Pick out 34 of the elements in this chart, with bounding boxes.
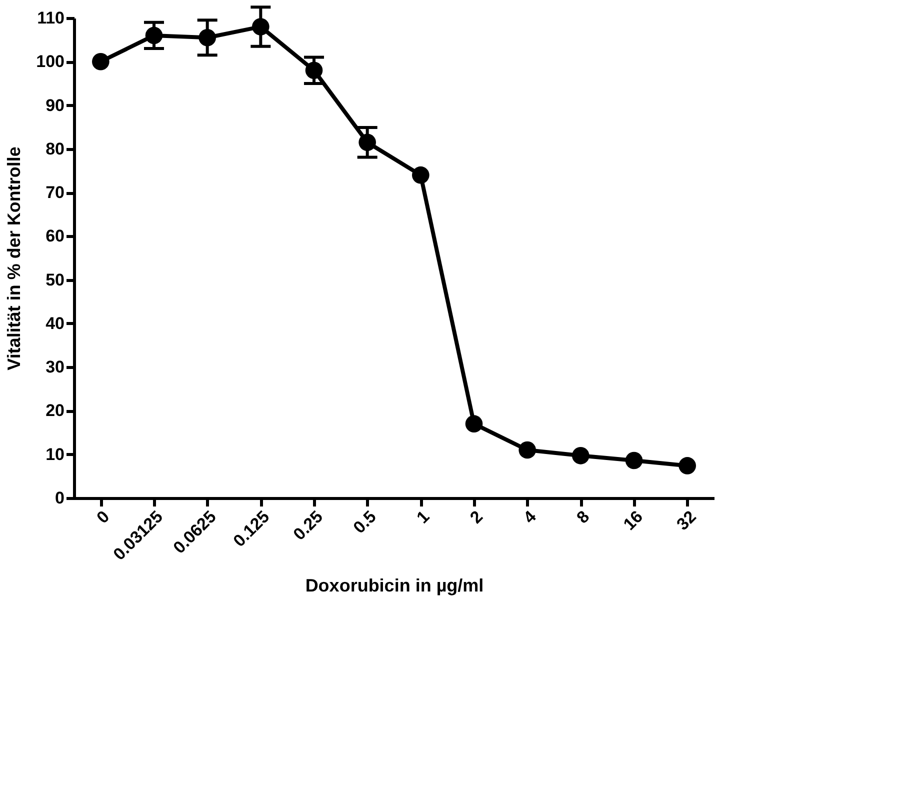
x-axis-title: Doxorubicin in µg/ml <box>305 575 484 596</box>
point <box>518 441 536 459</box>
point <box>572 447 590 464</box>
y-tick-label: 40 <box>46 314 64 333</box>
point <box>252 18 270 36</box>
y-tick-label: 100 <box>36 52 64 72</box>
point <box>678 457 696 474</box>
x-tick-label: 16 <box>620 507 647 534</box>
y-tick-label: 90 <box>46 96 64 115</box>
point <box>625 452 643 470</box>
point <box>145 26 163 44</box>
x-tick-label: 0.5 <box>350 507 380 538</box>
x-tick-label: 4 <box>520 506 540 528</box>
y-axis-title: Vitalität in % der Kontrolle <box>4 146 24 370</box>
point <box>198 28 216 46</box>
x-tick-label: 8 <box>573 507 594 528</box>
y-tick-label: 70 <box>46 183 64 202</box>
y-tick-label: 20 <box>46 401 64 420</box>
point <box>412 166 430 184</box>
x-tick-label: 0 <box>93 507 114 528</box>
y-tick-label: 110 <box>37 8 64 28</box>
y-tick-label: 10 <box>46 444 64 464</box>
y-tick-label: 80 <box>46 139 64 158</box>
y-tick-label: 50 <box>46 270 64 290</box>
x-tick-label: 1 <box>413 507 434 528</box>
point <box>305 62 323 80</box>
y-tick-label: 60 <box>46 226 64 246</box>
point <box>465 415 483 432</box>
y-tick-label: 30 <box>46 358 64 377</box>
x-tick-label: 32 <box>673 507 700 534</box>
point <box>92 52 110 70</box>
x-tick-label: 2 <box>466 507 487 528</box>
point <box>358 134 376 152</box>
y-tick-label: 0 <box>55 488 64 508</box>
